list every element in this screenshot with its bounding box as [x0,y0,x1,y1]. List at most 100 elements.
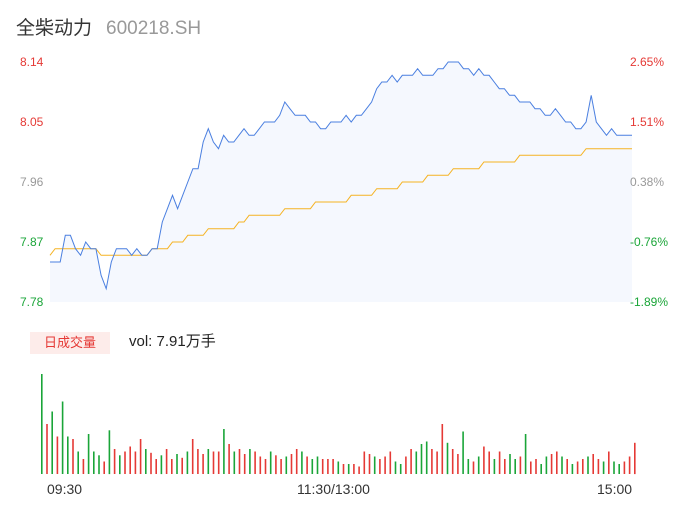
volume-bar [524,434,527,474]
stock-header: 全柴动力 600218.SH [16,13,201,39]
volume-bar [113,449,116,474]
volume-bar [394,461,397,474]
volume-bar [254,451,256,474]
volume-bar [566,459,568,474]
volume-title-badge: 日成交量 [30,332,110,354]
volume-bar [264,459,267,474]
volume-bar [597,459,600,474]
volume-bar [134,451,137,474]
volume-bar [217,451,220,474]
volume-bar [379,459,381,474]
volume-bar [347,464,350,474]
volume-bar [613,461,615,474]
volume-bar [332,459,334,474]
volume-bar [327,459,329,474]
volume-bar [467,459,470,474]
volume-bar [259,456,262,474]
volume-bar [207,449,210,474]
volume-bar [212,451,215,474]
stock-name: 全柴动力 [16,18,93,39]
volume-bar [457,454,459,474]
volume-bar [540,464,542,474]
volume-bar [628,456,631,474]
volume-bar [410,449,412,474]
y-tick-right-label: 1.51% [630,115,664,129]
volume-bar [238,449,241,474]
volume-bar [368,454,371,474]
volume-bar [233,451,236,474]
volume-bar [228,444,230,474]
volume-bar [186,451,189,474]
volume-bar [56,436,59,474]
x-axis-label-open: 09:30 [47,481,83,497]
volume-bar [509,454,511,474]
volume-bar [342,464,345,474]
volume-bar [571,464,574,474]
volume-bar [306,456,308,474]
y-tick-left-label: 8.05 [20,115,44,129]
volume-bar [223,429,225,474]
volume-annotation: vol: 7.91万手 [129,333,216,350]
volume-bar [451,449,454,474]
volume-bar [275,455,277,475]
volume-bar [290,454,293,474]
volume-bar [202,454,204,474]
volume-bar [514,459,516,474]
volume-bar [446,442,449,475]
y-tick-right-label: 0.38% [630,175,664,189]
volume-bar [530,461,532,474]
price-area [50,62,632,302]
volume-bar [550,454,553,474]
volume-bar [155,459,157,474]
volume-bar [124,451,126,474]
volume-bar [582,459,584,474]
volume-bar [46,424,48,474]
y-tick-left-label: 7.96 [20,175,44,189]
volume-bar [483,446,485,474]
y-tick-right-label: 2.65% [630,55,664,69]
volume-bar [41,374,43,474]
volume-bar [472,461,475,474]
volume-bar [634,442,636,475]
volume-bar [431,449,433,474]
volume-bar [243,454,246,474]
volume-bar [77,451,79,474]
x-axis-label-close: 15:00 [597,481,633,497]
volume-bar [108,430,111,475]
x-axis-label-midday: 11:30/13:00 [297,481,370,497]
volume-bar [119,455,121,475]
y-tick-left-label: 7.87 [20,235,44,249]
volume-bar [420,444,423,474]
volume-bar [425,441,428,474]
volume-bar-chart [41,374,636,475]
volume-bar [51,411,53,474]
volume-bar [358,466,360,474]
volume-bar [249,449,251,474]
volume-bar [545,456,548,474]
volume-bar [561,456,563,474]
volume-bar [576,461,579,474]
volume-bar [415,451,418,474]
volume-bar [321,459,324,474]
y-tick-right-label: -1.89% [630,295,668,309]
volume-bar [301,451,303,474]
y-tick-right-label: -0.76% [630,235,668,249]
price-line [50,61,632,291]
volume-bar [623,461,626,474]
volume-bar [171,459,173,474]
volume-bar [488,451,490,474]
volume-bar [139,439,142,474]
volume-bar [477,456,480,474]
volume-bar [441,424,444,474]
volume-bar [389,451,392,474]
stock-code: 600218.SH [106,18,202,39]
volume-bar [197,449,199,474]
volume-bar [129,446,131,474]
volume-bar [311,459,314,474]
volume-bar [316,456,319,474]
volume-bar [519,456,522,474]
volume-bar [82,459,85,474]
volume-bar [181,457,183,475]
volume-bar [337,461,340,474]
volume-bar [363,451,366,474]
